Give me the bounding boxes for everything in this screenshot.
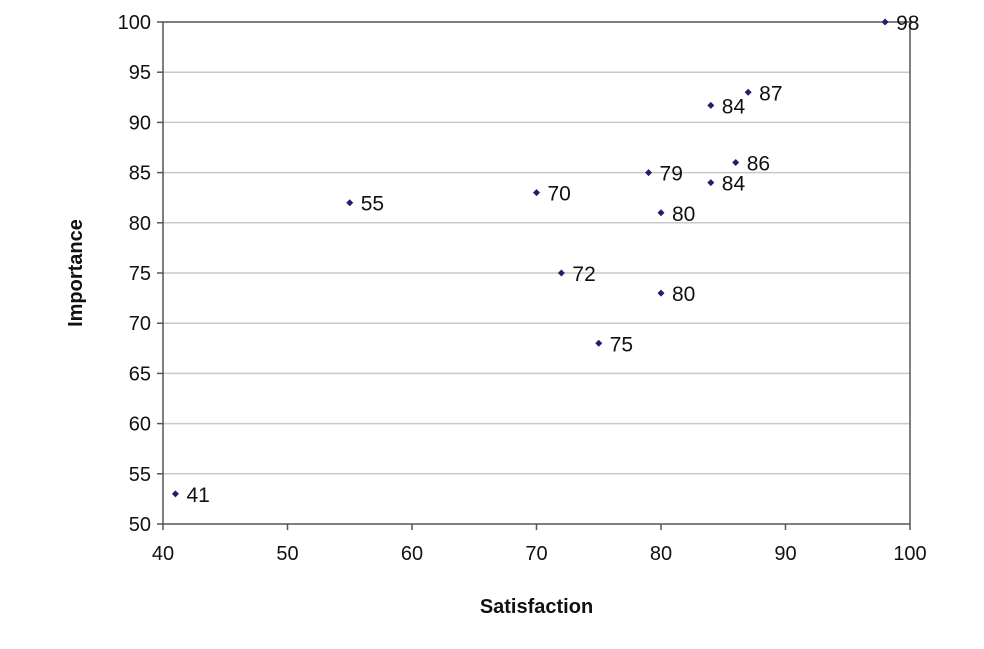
data-point bbox=[533, 189, 540, 197]
y-tick-label: 80 bbox=[129, 213, 151, 235]
x-tick-label: 70 bbox=[525, 543, 547, 565]
data-point bbox=[346, 199, 354, 207]
data-point bbox=[657, 289, 665, 297]
x-tick-label: 90 bbox=[774, 543, 796, 565]
data-label: 75 bbox=[610, 333, 633, 356]
data-point bbox=[881, 18, 889, 26]
data-label: 80 bbox=[672, 283, 695, 306]
x-tick-label: 40 bbox=[152, 543, 174, 565]
data-point bbox=[707, 179, 715, 187]
y-tick-label: 100 bbox=[118, 12, 151, 34]
y-tick-label: 50 bbox=[129, 514, 151, 536]
data-point bbox=[707, 101, 715, 109]
data-label: 86 bbox=[747, 153, 770, 176]
data-label: 87 bbox=[759, 82, 782, 105]
data-label: 98 bbox=[896, 12, 919, 35]
grid-lines bbox=[163, 71, 910, 475]
y-tick-label: 90 bbox=[129, 112, 151, 134]
data-point bbox=[645, 169, 653, 177]
x-tick-label: 80 bbox=[650, 543, 672, 565]
x-axis-title: Satisfaction bbox=[480, 596, 593, 618]
y-tick-label: 60 bbox=[129, 414, 151, 436]
data-point bbox=[557, 269, 565, 277]
data-point bbox=[171, 490, 179, 498]
data-label: 80 bbox=[672, 203, 695, 226]
y-axis-title: Importance bbox=[65, 219, 87, 327]
y-tick-label: 70 bbox=[129, 313, 151, 335]
x-tick-label: 50 bbox=[276, 543, 298, 565]
data-point bbox=[732, 159, 740, 167]
x-tick-label: 60 bbox=[401, 543, 423, 565]
data-label: 55 bbox=[361, 193, 384, 216]
data-label: 41 bbox=[186, 484, 209, 507]
data-label: 70 bbox=[548, 183, 571, 206]
y-tick-label: 65 bbox=[129, 363, 151, 385]
y-tick-label: 95 bbox=[129, 62, 151, 84]
data-point bbox=[744, 88, 752, 96]
x-tick-label: 100 bbox=[893, 543, 926, 565]
data-point bbox=[657, 209, 665, 217]
data-label: 72 bbox=[572, 263, 595, 286]
data-point bbox=[595, 339, 603, 347]
data-points bbox=[171, 18, 889, 498]
data-label: 84 bbox=[722, 95, 746, 118]
data-label: 79 bbox=[660, 163, 683, 186]
y-tick-label: 75 bbox=[129, 263, 151, 285]
data-label: 84 bbox=[722, 173, 746, 196]
y-tick-label: 85 bbox=[129, 163, 151, 185]
y-tick-label: 55 bbox=[129, 464, 151, 486]
